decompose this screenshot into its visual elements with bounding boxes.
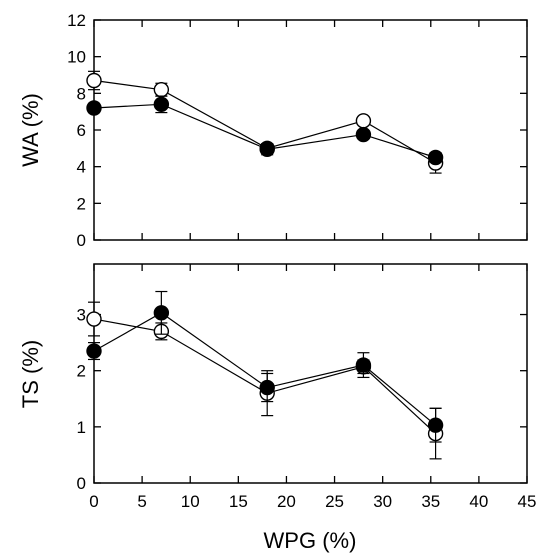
ts-xtick-label: 15 — [229, 492, 248, 511]
ts-ylabel: TS (%) — [18, 340, 43, 408]
ts-ytick-label: 2 — [77, 362, 86, 381]
ts-xtick-label: 0 — [89, 492, 98, 511]
ts-series-open-line — [93, 318, 436, 435]
ts-xtick-label: 10 — [181, 492, 200, 511]
wa-ytick-label: 6 — [77, 121, 86, 140]
ts-xtick-label: 45 — [518, 492, 537, 511]
ts-xtick-label: 25 — [325, 492, 344, 511]
ts-series-filled-line — [93, 312, 436, 426]
ts-plot-frame — [93, 263, 528, 484]
wa-point-open — [86, 72, 102, 89]
ts-ytick-label: 3 — [77, 306, 86, 325]
wa-ylabel: WA (%) — [18, 93, 43, 167]
wa-ytick-label: 8 — [77, 84, 86, 103]
ts-point-open — [86, 311, 102, 327]
wa-point-open — [153, 81, 170, 98]
wa-point-filled — [259, 141, 275, 157]
ts-xtick-label: 30 — [373, 492, 392, 511]
ts-point-filled — [427, 417, 444, 433]
wa-point-filled — [427, 149, 444, 166]
wa-point-filled — [355, 126, 372, 143]
wa-ytick-label: 2 — [77, 194, 86, 213]
ts-xtick-label: 20 — [277, 492, 296, 511]
wa-point-filled — [153, 96, 170, 113]
wa-ytick-label: 4 — [77, 158, 86, 177]
ts-xtick-label: 5 — [137, 492, 146, 511]
wa-plot-frame — [93, 19, 528, 241]
ts-point-filled — [355, 357, 372, 373]
wa-ytick-label: 12 — [67, 11, 86, 30]
ts-xtick-label: 35 — [421, 492, 440, 511]
ts-ytick-label: 1 — [77, 418, 86, 437]
ts-ytick-label: 0 — [77, 474, 86, 493]
ts-point-filled — [86, 343, 102, 359]
wa-panel: WA (%) 0 2 4 6 8 10 12 — [18, 11, 528, 250]
wa-point-open — [355, 113, 372, 129]
wa-ytick-label: 10 — [67, 48, 86, 67]
ts-point-filled — [153, 305, 170, 321]
ts-point-filled — [259, 379, 275, 396]
ts-panel: TS (%) WPG (%) 0 5 10 15 20 25 30 35 40 45 0 1 2 3 — [18, 263, 537, 553]
ts-xtick-label: 40 — [469, 492, 488, 511]
wa-point-filled — [86, 100, 102, 116]
wa-ytick-label: 0 — [77, 231, 86, 250]
ts-xlabel: WPG (%) — [264, 528, 357, 553]
